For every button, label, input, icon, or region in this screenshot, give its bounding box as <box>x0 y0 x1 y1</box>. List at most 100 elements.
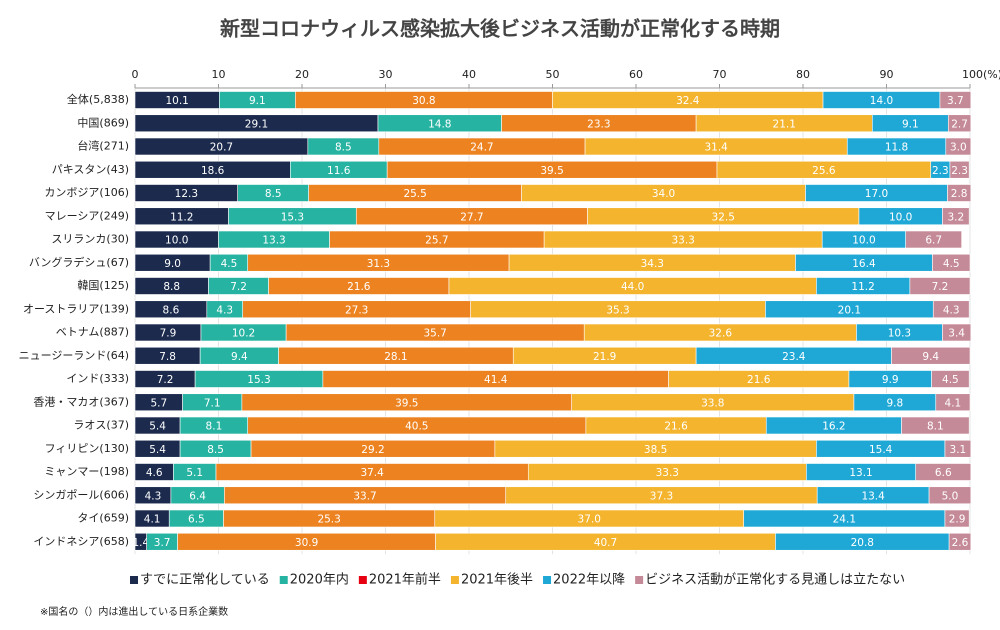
data-label: 37.4 <box>360 467 384 479</box>
data-label: 7.1 <box>204 397 221 409</box>
data-label: 4.5 <box>943 258 960 270</box>
y-tick-label: 中国(869) <box>77 116 129 129</box>
legend-swatch <box>358 576 367 584</box>
data-label: 1.4 <box>132 537 149 549</box>
data-label: 11.6 <box>327 165 351 177</box>
data-label: 15.4 <box>869 444 893 456</box>
data-label: 7.2 <box>932 281 949 293</box>
data-label: 37.3 <box>650 490 673 502</box>
data-label: 25.6 <box>812 165 836 177</box>
x-tick-label: 100(%) <box>962 68 1000 81</box>
x-tick-label: 40 <box>462 68 476 81</box>
data-label: 9.1 <box>902 118 919 130</box>
data-label: 9.8 <box>886 397 903 409</box>
data-label: 8.1 <box>927 421 944 433</box>
data-label: 2.9 <box>949 514 966 526</box>
data-label: 21.6 <box>747 374 771 386</box>
bar-segment <box>942 207 970 226</box>
bar-segment <box>948 532 972 551</box>
data-label: 4.3 <box>216 304 233 316</box>
data-label: 4.3 <box>943 304 960 316</box>
y-tick-label: ベトナム(887) <box>56 326 129 339</box>
data-label: 13.3 <box>262 235 285 247</box>
data-label: 5.4 <box>149 421 166 433</box>
data-label: 3.4 <box>948 328 965 340</box>
data-label: 11.2 <box>851 281 874 293</box>
bar-segment <box>901 416 970 435</box>
data-label: 8.1 <box>206 421 223 433</box>
bar-segment <box>945 137 972 156</box>
x-tick-label: 70 <box>713 68 727 81</box>
data-label: 33.3 <box>671 235 694 247</box>
data-label: 21.6 <box>664 421 688 433</box>
bar-segment <box>935 393 971 412</box>
y-tick-label: ニュージーランド(64) <box>19 349 129 362</box>
data-label: 38.5 <box>644 444 667 456</box>
data-label: 9.0 <box>164 258 181 270</box>
y-tick-label: ラオス(37) <box>73 419 129 432</box>
bar-segment <box>939 91 972 109</box>
data-label: 16.4 <box>852 258 876 270</box>
data-label: 3.2 <box>947 211 964 223</box>
chart-title: 新型コロナウィルス感染拡大後ビジネス活動が正常化する時期 <box>220 17 780 41</box>
x-tick-label: 80 <box>796 68 810 81</box>
data-label: 41.4 <box>484 374 508 386</box>
data-label: 28.1 <box>384 351 407 363</box>
legend-label: 2021年後半 <box>461 573 533 588</box>
data-label: 3.7 <box>154 537 171 549</box>
data-label: 9.4 <box>231 351 248 363</box>
data-label: 12.3 <box>175 188 198 200</box>
data-label: 9.9 <box>882 374 899 386</box>
legend-label: 2020年内 <box>290 572 349 588</box>
bar-segment <box>932 253 971 272</box>
data-label: 24.1 <box>833 514 856 526</box>
data-label: 34.3 <box>641 258 664 270</box>
data-label: 10.0 <box>852 235 875 247</box>
y-tick-label: カンボジア(106) <box>44 186 129 199</box>
data-label: 3.7 <box>947 95 964 107</box>
data-label: 2.3 <box>932 165 949 177</box>
bar-segment <box>932 300 970 319</box>
data-label: 5.7 <box>150 397 167 409</box>
data-label: 5.0 <box>942 490 959 502</box>
data-label: 33.8 <box>701 397 724 409</box>
data-label: 32.5 <box>712 211 735 223</box>
data-label: 23.3 <box>587 118 610 130</box>
data-label: 20.8 <box>851 537 874 549</box>
data-label: 31.4 <box>704 142 728 154</box>
bar-segment <box>915 463 972 481</box>
data-label: 6.5 <box>188 514 205 526</box>
data-label: 7.9 <box>160 328 177 340</box>
data-label: 32.4 <box>676 95 700 107</box>
y-tick-label: インドネシア(658) <box>33 535 129 548</box>
data-label: 8.5 <box>335 142 352 154</box>
y-tick-label: スリランカ(30) <box>51 233 129 246</box>
data-label: 2.7 <box>951 118 968 130</box>
data-label: 44.0 <box>621 281 644 293</box>
data-label: 4.6 <box>146 467 163 479</box>
data-label: 3.1 <box>950 444 967 456</box>
data-label: 15.3 <box>281 211 304 223</box>
legend-swatch <box>543 576 552 584</box>
y-tick-label: 全体(5,838) <box>67 92 129 106</box>
data-label: 2.3 <box>951 165 968 177</box>
data-label: 33.3 <box>656 467 679 479</box>
legend-label: 2021年前半 <box>369 572 441 588</box>
data-label: 10.1 <box>165 95 188 107</box>
data-label: 27.3 <box>345 304 368 316</box>
data-label: 25.5 <box>403 188 426 200</box>
legend-label: すでに正常化している <box>140 573 270 588</box>
x-tick-label: 90 <box>880 68 894 81</box>
data-label: 13.4 <box>861 490 885 502</box>
bar-segment <box>909 277 971 295</box>
data-label: 30.9 <box>295 537 318 549</box>
data-label: 4.5 <box>221 258 238 270</box>
data-label: 8.5 <box>265 188 282 200</box>
data-label: 5.4 <box>149 444 166 456</box>
data-label: 21.6 <box>347 281 371 293</box>
bar-segment <box>949 160 970 179</box>
data-label: 11.8 <box>885 142 908 154</box>
data-label: 15.3 <box>247 374 270 386</box>
data-label: 21.1 <box>773 118 796 130</box>
data-label: 40.5 <box>405 421 428 433</box>
